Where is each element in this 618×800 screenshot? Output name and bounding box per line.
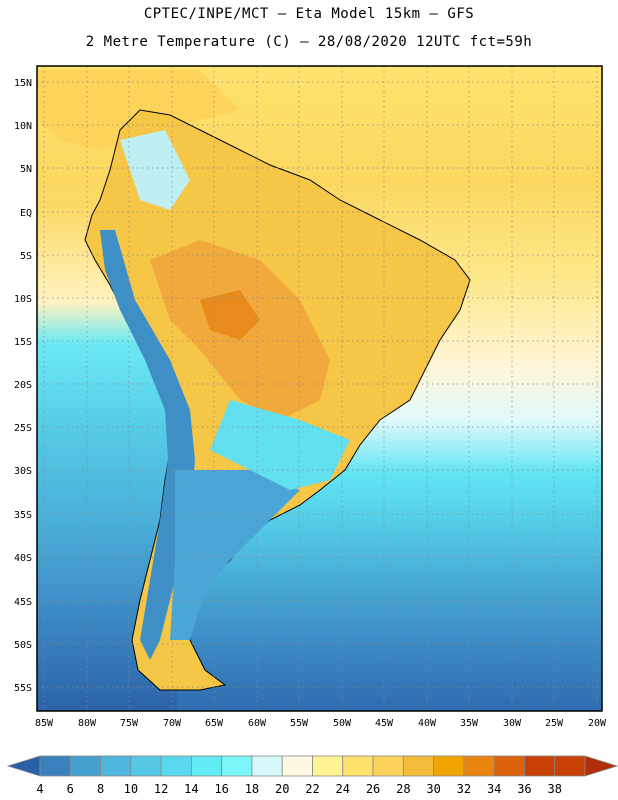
lon-label: 65W (205, 718, 224, 729)
colorbar-swatch (281, 755, 313, 777)
colorbar-swatch (554, 755, 586, 777)
colorbar-tick-label: 16 (214, 782, 228, 796)
lon-label: 80W (78, 718, 97, 729)
colorbar-arrow-left (6, 755, 41, 777)
lat-label: 10N (14, 121, 32, 132)
lon-label: 20W (588, 718, 607, 729)
colorbar-tick-label: 22 (305, 782, 319, 796)
colorbar-tick-label: 26 (366, 782, 380, 796)
lat-label: 5N (20, 164, 32, 175)
lat-label: 15S (14, 337, 32, 348)
map-field (37, 66, 602, 711)
longitude-labels: 85W 80W 75W 70W 65W 60W 55W 50W 45W 40W … (35, 718, 607, 729)
colorbar-swatch (402, 755, 435, 777)
lon-label: 75W (120, 718, 139, 729)
colorbar-tick-label: 6 (67, 782, 74, 796)
colorbar-swatch (100, 755, 132, 777)
colorbar-tick-label: 36 (517, 782, 531, 796)
colorbar-tick-label: 30 (426, 782, 440, 796)
lat-label: 50S (14, 640, 32, 651)
colorbar-tick-label: 28 (396, 782, 410, 796)
lon-label: 25W (545, 718, 564, 729)
colorbar-swatch (342, 755, 374, 777)
colorbar-swatch (251, 755, 283, 777)
lat-label: 10S (14, 294, 32, 305)
colorbar-tick-label: 34 (487, 782, 501, 796)
colorbar-tick-label: 38 (547, 782, 561, 796)
colorbar-tick-label: 14 (184, 782, 198, 796)
colorbar-tick-label: 24 (336, 782, 350, 796)
lon-label: 40W (418, 718, 437, 729)
lon-label: 70W (163, 718, 182, 729)
lat-label: 5S (20, 251, 32, 262)
graticule (37, 66, 602, 711)
lat-label: 25S (14, 423, 32, 434)
lat-label: 15N (14, 78, 32, 89)
colorbar-swatch (221, 755, 253, 777)
lon-label: 55W (290, 718, 309, 729)
colorbar-tick-label: 20 (275, 782, 289, 796)
colorbar-tick-label: 18 (245, 782, 259, 796)
colorbar-swatch (69, 755, 101, 777)
lon-label: 85W (35, 718, 54, 729)
colorbar-swatch (39, 755, 71, 777)
title-line-1: CPTEC/INPE/MCT – Eta Model 15km – GFS (143, 6, 475, 22)
lat-label: EQ (20, 208, 32, 219)
colorbar-swatch (463, 755, 495, 777)
latitude-labels: 15N 10N 5N EQ 5S 10S 15S 20S 25S 30S 35S… (14, 78, 32, 694)
lat-label: 20S (14, 380, 32, 391)
colorbar-arrow-right (584, 755, 618, 777)
colorbar-swatch (160, 755, 192, 777)
lat-label: 30S (14, 466, 32, 477)
colorbar-tick-label: 32 (457, 782, 471, 796)
colorbar-swatch (372, 755, 404, 777)
lat-label: 40S (14, 553, 32, 564)
lon-label: 50W (333, 718, 352, 729)
colorbar-swatch (493, 755, 525, 777)
colorbar-tick-label: 4 (36, 782, 43, 796)
colorbar-tick-label: 10 (124, 782, 138, 796)
colorbar-swatch (433, 755, 465, 777)
colorbar-tick-label: 8 (97, 782, 104, 796)
lon-label: 35W (460, 718, 479, 729)
colorbar-swatch (312, 755, 344, 777)
colorbar-swatch (524, 755, 556, 777)
title-line-2: 2 Metre Temperature (C) – 28/08/2020 12U… (85, 34, 533, 50)
colorbar: 4 6 8 10 12 14 16 18 20 22 24 26 28 30 32 34 36 38 (6, 755, 618, 796)
colorbar-swatch (190, 755, 223, 777)
lon-label: 60W (248, 718, 267, 729)
colorbar-tick-label: 12 (154, 782, 168, 796)
lat-label: 45S (14, 597, 32, 608)
colorbar-swatch (130, 755, 162, 777)
lon-label: 30W (503, 718, 522, 729)
map-frame (36, 65, 603, 712)
lon-label: 45W (375, 718, 394, 729)
lat-label: 35S (14, 510, 32, 521)
lat-label: 55S (14, 683, 32, 694)
